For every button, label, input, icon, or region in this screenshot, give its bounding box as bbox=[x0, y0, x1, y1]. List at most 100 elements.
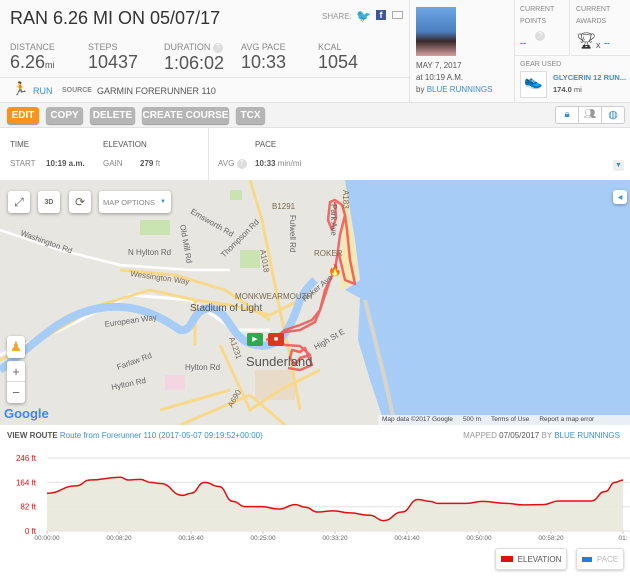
svg-text:Farlaw Rd: Farlaw Rd bbox=[116, 351, 153, 372]
zoom-in-button[interactable]: + bbox=[7, 361, 25, 382]
privacy-toggle: 🔒︎ 👥︎ ◍ bbox=[555, 106, 625, 124]
elevation-chart[interactable]: 0 ft 82 ft 164 ft 246 ft 00:00:00 00:08:20 00:… bbox=[0, 440, 630, 548]
copy-button[interactable]: COPY bbox=[46, 107, 83, 124]
facebook-icon[interactable]: f bbox=[376, 10, 386, 20]
expand-icon[interactable]: ▼ bbox=[613, 160, 624, 171]
collapse-panel-icon[interactable]: ◀ bbox=[613, 190, 627, 204]
legend-pace[interactable]: PACE bbox=[576, 548, 624, 570]
current-points: CURRENT POINTS -- ? bbox=[515, 0, 570, 56]
route-line bbox=[265, 198, 357, 372]
x-tick-label: 01: bbox=[618, 535, 627, 542]
svg-text:B1291: B1291 bbox=[272, 202, 296, 211]
current-awards: CURRENT AWARDS 🏆︎ x -- bbox=[571, 0, 630, 56]
activity-type-link[interactable]: RUN bbox=[33, 86, 53, 96]
x-tick-label: 00:25:00 bbox=[250, 535, 276, 542]
avatar[interactable] bbox=[416, 7, 456, 56]
x-tick-label: 00:41:40 bbox=[394, 535, 420, 542]
svg-text:A1018: A1018 bbox=[258, 249, 271, 274]
svg-text:Wessington Way: Wessington Way bbox=[130, 269, 190, 286]
svg-text:Washington Rd: Washington Rd bbox=[19, 228, 73, 255]
svg-text:N Hylton Rd: N Hylton Rd bbox=[128, 248, 171, 257]
gear-distance: 174.0 mi bbox=[553, 85, 582, 94]
zoom-out-button[interactable]: − bbox=[12, 385, 20, 400]
stat-distance: DISTANCE 6.26mi bbox=[10, 42, 55, 72]
stat-duration: DURATION ? 1:06:02 bbox=[164, 42, 225, 73]
help-icon[interactable]: ? bbox=[236, 159, 247, 169]
elevation-area bbox=[47, 477, 624, 531]
gear-label: GEAR USED bbox=[520, 61, 562, 68]
delete-button[interactable]: DELETE bbox=[90, 107, 135, 124]
y-tick-label: 246 ft bbox=[16, 454, 37, 463]
svg-text:Hylton Rd: Hylton Rd bbox=[185, 363, 220, 372]
globe-icon[interactable]: ◍ bbox=[608, 109, 618, 121]
flame-marker-icon[interactable]: 🔥 bbox=[328, 265, 342, 277]
legend-swatch bbox=[581, 556, 592, 562]
friends-icon[interactable]: 👥︎ bbox=[579, 107, 602, 123]
svg-text:MONKWEARMOUTH: MONKWEARMOUTH bbox=[235, 292, 313, 301]
avg-pace: 10:33 bbox=[255, 159, 276, 168]
email-icon[interactable] bbox=[392, 11, 403, 19]
user-link[interactable]: BLUE RUNNINGS bbox=[426, 85, 493, 94]
legend-swatch bbox=[500, 556, 513, 562]
legend-elevation[interactable]: ELEVATION bbox=[495, 548, 567, 570]
google-logo: Google bbox=[4, 406, 49, 421]
svg-text:Emsworth Rd: Emsworth Rd bbox=[189, 207, 235, 239]
shoe-icon: 👟 bbox=[520, 71, 547, 98]
trophy-icon: 🏆︎ bbox=[576, 33, 597, 50]
x-tick-label: 00:50:00 bbox=[466, 535, 492, 542]
y-tick-label: 82 ft bbox=[20, 503, 36, 512]
start-marker-icon[interactable]: ▶ bbox=[247, 333, 263, 346]
fullscreen-icon[interactable]: ⤢ bbox=[8, 191, 30, 213]
pegman-icon[interactable]: ♟ bbox=[7, 336, 25, 358]
report-link[interactable]: Report a map error bbox=[539, 416, 595, 423]
elevation-gain: 279 bbox=[140, 159, 154, 168]
activity-summary: RAN 6.26 MI ON 05/07/17 SHARE: 🐦 f DISTA… bbox=[0, 0, 410, 102]
lock-icon[interactable]: 🔒︎ bbox=[556, 107, 579, 123]
source-value: GARMIN FORERUNNER 110 bbox=[97, 86, 216, 96]
twitter-icon[interactable]: 🐦 bbox=[356, 9, 371, 23]
profile-panel: MAY 7, 2017 at 10:19 A.M. by BLUE RUNNIN… bbox=[410, 0, 515, 102]
stat-kcal: KCAL 1054 bbox=[318, 42, 359, 72]
gear-link[interactable]: GLYCERIN 12 RUN... bbox=[553, 73, 627, 82]
y-tick-label: 164 ft bbox=[16, 478, 37, 487]
activity-time: at 10:19 A.M. bbox=[416, 73, 464, 82]
mapped-user-link[interactable]: BLUE RUNNINGS bbox=[554, 431, 620, 440]
svg-text:A183: A183 bbox=[341, 190, 350, 209]
edit-button[interactable]: EDIT bbox=[7, 107, 39, 124]
source-label: SOURCE bbox=[62, 87, 92, 94]
help-icon[interactable]: ? bbox=[535, 31, 545, 41]
svg-text:Old Mill Rd: Old Mill Rd bbox=[178, 224, 194, 264]
terms-link[interactable]: Terms of Use bbox=[491, 416, 530, 423]
map-options-dropdown[interactable]: MAP OPTIONS ▼ bbox=[99, 191, 171, 213]
route-map[interactable]: ROKER MONKWEARMOUTH Stadium of Light Sun… bbox=[0, 180, 630, 425]
svg-text:Sunderland: Sunderland bbox=[246, 354, 313, 369]
map-attribution: Map data ©2017 Google 500 m Terms of Use Re… bbox=[378, 415, 630, 425]
page-title: RAN 6.26 MI ON 05/07/17 bbox=[10, 8, 221, 28]
svg-text:Park Ave: Park Ave bbox=[329, 204, 338, 236]
x-tick-label: 00:33:20 bbox=[322, 535, 348, 542]
route-info: VIEW ROUTE Route from Forerunner 110 (20… bbox=[7, 431, 263, 440]
x-tick-label: 00:16:40 bbox=[178, 535, 204, 542]
x-tick-label: 00:08:20 bbox=[106, 535, 132, 542]
stat-steps: STEPS 10437 bbox=[88, 42, 139, 72]
tcx-button[interactable]: TCX bbox=[236, 107, 265, 124]
svg-text:Stadium of Light: Stadium of Light bbox=[190, 303, 262, 314]
runner-icon: 🏃 bbox=[12, 81, 29, 96]
details-panel: TIME START 10:19 a.m. ELEVATION GAIN 279… bbox=[0, 128, 630, 180]
x-tick-label: 00:58:20 bbox=[538, 535, 564, 542]
finish-marker-icon[interactable]: ■ bbox=[268, 333, 284, 346]
svg-text:Hylton Rd: Hylton Rd bbox=[111, 376, 147, 392]
svg-text:Fulwell Rd: Fulwell Rd bbox=[288, 215, 297, 252]
start-time: 10:19 a.m. bbox=[46, 159, 85, 168]
create-course-button[interactable]: CREATE COURSE bbox=[142, 107, 229, 124]
rewards-panel: CURRENT POINTS -- ? CURRENT AWARDS 🏆︎ x --… bbox=[515, 0, 630, 102]
zoom-control: + − bbox=[7, 361, 25, 403]
map-canvas[interactable]: ROKER MONKWEARMOUTH Stadium of Light Sun… bbox=[0, 180, 630, 425]
rotate-icon[interactable]: ⟳ bbox=[69, 191, 91, 213]
3d-view-button[interactable]: 3D bbox=[38, 191, 60, 213]
svg-text:European Way: European Way bbox=[104, 313, 157, 329]
route-link[interactable]: Route from Forerunner 110 (2017-05-07 09… bbox=[59, 431, 263, 440]
x-tick-label: 00:00:00 bbox=[34, 535, 60, 542]
svg-text:High St E: High St E bbox=[313, 327, 347, 352]
help-icon[interactable]: ? bbox=[212, 42, 223, 53]
